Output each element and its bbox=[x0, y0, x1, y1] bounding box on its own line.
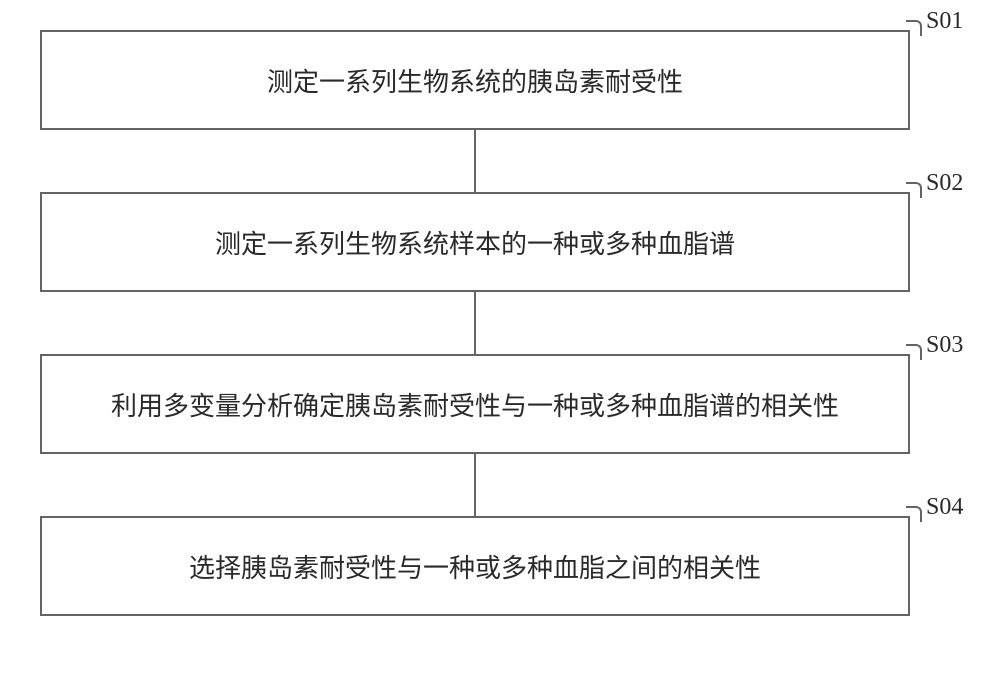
connector bbox=[474, 130, 476, 192]
label-tick bbox=[906, 182, 922, 198]
step-box-s03: 利用多变量分析确定胰岛素耐受性与一种或多种血脂谱的相关性 bbox=[40, 354, 910, 454]
step-box-s02: 测定一系列生物系统样本的一种或多种血脂谱 bbox=[40, 192, 910, 292]
step-text: 测定一系列生物系统的胰岛素耐受性 bbox=[267, 62, 683, 99]
step-text: 测定一系列生物系统样本的一种或多种血脂谱 bbox=[215, 224, 735, 261]
step-label: S04 bbox=[926, 494, 963, 521]
label-tick bbox=[906, 506, 922, 522]
step-label: S02 bbox=[926, 170, 963, 197]
label-tick bbox=[906, 344, 922, 360]
flowchart-canvas: 测定一系列生物系统的胰岛素耐受性 S01 测定一系列生物系统样本的一种或多种血脂谱 S… bbox=[0, 0, 1000, 688]
step-text: 利用多变量分析确定胰岛素耐受性与一种或多种血脂谱的相关性 bbox=[111, 386, 839, 423]
label-tick bbox=[906, 20, 922, 36]
step-text: 选择胰岛素耐受性与一种或多种血脂之间的相关性 bbox=[189, 548, 761, 585]
step-box-s01: 测定一系列生物系统的胰岛素耐受性 bbox=[40, 30, 910, 130]
connector bbox=[474, 292, 476, 354]
connector bbox=[474, 454, 476, 516]
step-label: S03 bbox=[926, 332, 963, 359]
step-label: S01 bbox=[926, 8, 963, 35]
step-box-s04: 选择胰岛素耐受性与一种或多种血脂之间的相关性 bbox=[40, 516, 910, 616]
